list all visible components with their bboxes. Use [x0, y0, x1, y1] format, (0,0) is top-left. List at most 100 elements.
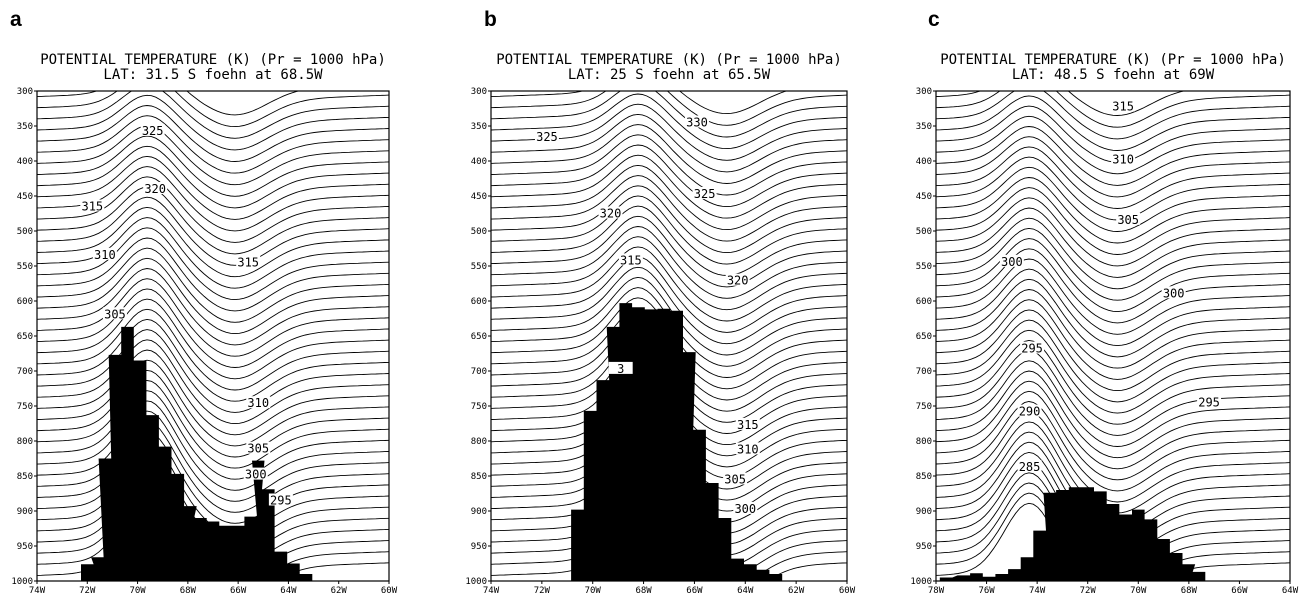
y-tick-label: 1000 [465, 577, 487, 587]
y-tick-label: 350 [916, 122, 932, 132]
x-tick-label: 70W [1130, 586, 1147, 596]
y-tick-label: 900 [471, 507, 487, 517]
isentrope-line [936, 370, 1290, 459]
contour-label: 305 [1117, 213, 1139, 227]
contour-label-bg [1116, 212, 1141, 225]
x-tick-label: 64W [1282, 586, 1299, 596]
contour-label-bg [725, 273, 750, 286]
contour-label: 315 [237, 256, 259, 270]
y-tick-label: 600 [471, 297, 487, 307]
y-tick-label: 750 [471, 402, 487, 412]
contour-label: 310 [247, 396, 269, 410]
contour-label-bg [246, 396, 271, 409]
contour-label: 310 [1112, 153, 1134, 167]
contour-label-bg [80, 199, 105, 212]
isentrope-line [936, 329, 1290, 414]
y-tick-label: 950 [17, 542, 33, 552]
contour-label: 300 [1001, 255, 1023, 269]
isentrope-line [936, 319, 1290, 403]
isentrope-line [491, 154, 847, 219]
isentrope-line [936, 217, 1290, 290]
x-tick-label: 66W [686, 586, 703, 596]
isentrope-line [936, 411, 1290, 503]
x-tick-label: 62W [331, 586, 348, 596]
isentrope-line [37, 105, 389, 162]
x-tick-label: 76W [978, 586, 995, 596]
isentrope-line [37, 278, 389, 357]
isentrope-line [37, 135, 389, 197]
isentrope-line [37, 227, 389, 301]
isentrope-line [936, 238, 1290, 313]
isentrope-line [37, 308, 389, 391]
isentrope-line [936, 380, 1290, 470]
y-tick-label: 850 [471, 472, 487, 482]
isentrope-line [936, 177, 1290, 244]
contour-label-bg [1111, 99, 1136, 112]
isentrope-line [491, 195, 847, 265]
isentrope-line [491, 215, 847, 288]
chart-subtitle: LAT: 31.5 S foehn at 68.5W [103, 67, 323, 83]
contour-label: 325 [142, 124, 164, 138]
isentrope-line [936, 299, 1290, 380]
contour-label: 315 [620, 253, 642, 267]
contour-label-bg [692, 186, 717, 199]
y-tick-label: 650 [17, 332, 33, 342]
y-tick-label: 600 [17, 297, 33, 307]
y-tick-label: 800 [916, 437, 932, 447]
y-tick-label: 450 [916, 192, 932, 202]
x-tick-label: 60W [839, 586, 856, 596]
isentrope-line [936, 166, 1290, 232]
isentrope-line [936, 309, 1290, 392]
contour-label: 295 [1021, 342, 1043, 356]
contour-label: 305 [104, 307, 126, 321]
y-tick-label: 1000 [910, 577, 932, 587]
isentrope-line [491, 124, 847, 184]
isentrope-line [936, 207, 1290, 278]
y-tick-label: 600 [916, 297, 932, 307]
isentrope-line [936, 502, 1290, 581]
isentrope-line [37, 318, 389, 402]
isentrope-line [37, 268, 389, 346]
y-tick-label: 550 [17, 262, 33, 272]
y-tick-label: 900 [916, 507, 932, 517]
isentrope-line [491, 185, 847, 254]
chart-title: POTENTIAL TEMPERATURE (K) (Pr = 1000 hPa… [496, 52, 842, 68]
contour-label-bg [1017, 459, 1042, 472]
isentrope-line [37, 420, 389, 513]
contour-label-bg [999, 254, 1024, 267]
contour-lines [37, 91, 389, 581]
x-tick-label: 64W [737, 586, 754, 596]
y-tick-label: 500 [916, 227, 932, 237]
contour-label-bg [735, 442, 760, 455]
isentrope-line [936, 289, 1290, 369]
y-tick-label: 750 [17, 402, 33, 412]
y-tick-label: 650 [916, 332, 932, 342]
contour-label: 325 [536, 130, 558, 144]
y-tick-label: 950 [916, 542, 932, 552]
contour-label: 290 [1019, 405, 1041, 419]
isentrope-line [37, 410, 389, 502]
isentrope-line [936, 339, 1290, 425]
isentrope-line [491, 91, 789, 115]
isentrope-line [491, 91, 847, 138]
x-tick-label: 72W [79, 586, 96, 596]
isentrope-line [37, 125, 389, 186]
y-tick-label: 800 [471, 437, 487, 447]
panel-letter: b [484, 8, 497, 31]
contour-label: 320 [600, 207, 622, 221]
contour-label: 315 [81, 200, 103, 214]
y-tick-label: 850 [916, 472, 932, 482]
contour-label: 310 [94, 248, 116, 262]
contour-label: 295 [1198, 396, 1220, 410]
contour-lines [936, 91, 1290, 581]
isentrope-line [491, 266, 847, 345]
contour-label: 305 [247, 442, 269, 456]
isentrope-line [936, 350, 1290, 436]
x-tick-label: 72W [1080, 586, 1097, 596]
y-tick-label: 400 [17, 157, 33, 167]
isentrope-line [37, 91, 389, 139]
contour-label: 285 [1019, 460, 1041, 474]
isentrope-line [491, 164, 847, 231]
y-tick-label: 1000 [11, 577, 33, 587]
